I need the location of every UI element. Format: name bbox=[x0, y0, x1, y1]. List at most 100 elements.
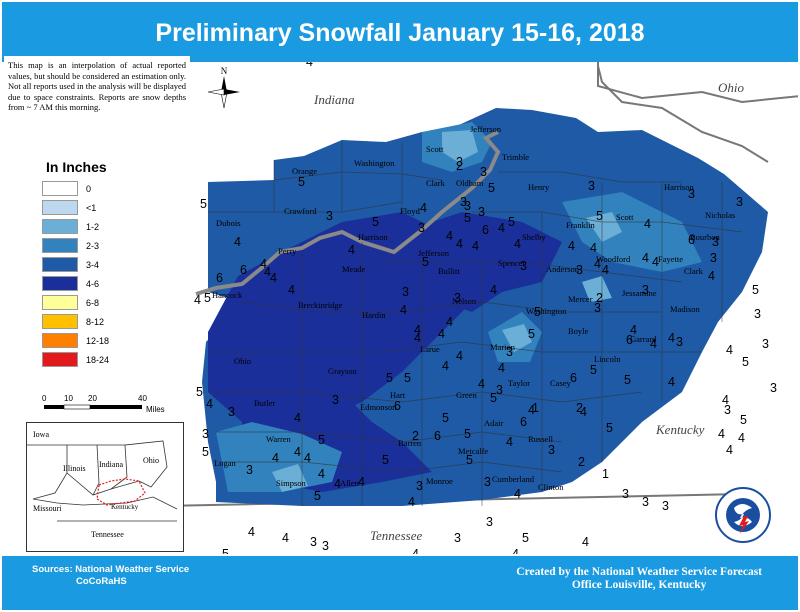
snowfall-amount: 5 bbox=[740, 413, 747, 427]
snowfall-amount: 3 bbox=[710, 251, 717, 265]
state-label-kentucky: Kentucky bbox=[655, 422, 705, 437]
county-label: Orange bbox=[292, 166, 317, 176]
snowfall-amount: 4 bbox=[234, 235, 241, 249]
snowfall-amount: 4 bbox=[498, 361, 505, 375]
county-label: Dubois bbox=[216, 218, 241, 228]
snowfall-amount: 4 bbox=[490, 283, 497, 297]
snowfall-amount: 4 bbox=[358, 475, 365, 489]
county-label: Cumberland bbox=[492, 474, 535, 484]
snowfall-amount: 4 bbox=[294, 445, 301, 459]
county-label: Barren bbox=[398, 438, 422, 448]
snowfall-amount: 4 bbox=[708, 269, 715, 283]
county-label: Green bbox=[456, 390, 478, 400]
county-label: Simpson bbox=[276, 478, 307, 488]
snowfall-amount: 3 bbox=[228, 405, 235, 419]
snowfall-amount: 3 bbox=[418, 221, 425, 235]
snowfall-amount: 2 bbox=[412, 429, 419, 443]
snowfall-amount: 4 bbox=[726, 443, 733, 457]
snowfall-amount: 4 bbox=[420, 201, 427, 215]
region-2-3-south bbox=[216, 422, 342, 492]
snowfall-amount: 6 bbox=[520, 415, 527, 429]
snowfall-amount: 4 bbox=[318, 467, 325, 481]
region-1-2-mercer bbox=[582, 276, 612, 302]
legend-label: 1-2 bbox=[86, 221, 100, 232]
map-title: Preliminary Snowfall January 15-16, 2018 bbox=[2, 2, 798, 62]
county-label: Boyle bbox=[568, 326, 589, 336]
snowfall-amount: 3 bbox=[770, 381, 777, 395]
snowfall-amount: 2 bbox=[578, 455, 585, 469]
county-label: Fayette bbox=[658, 254, 683, 264]
legend-item: 2-3 bbox=[38, 236, 114, 255]
scale-tick-0: 0 bbox=[42, 394, 47, 403]
county-label: Jessamine bbox=[622, 288, 657, 298]
snowfall-amount: 4 bbox=[282, 531, 289, 545]
legend-label: 6-8 bbox=[86, 297, 100, 308]
snowfall-amount: 3 bbox=[576, 263, 583, 277]
legend-item: 0 bbox=[38, 179, 114, 198]
locator-inset-map: Iowa Illinois Indiana Ohio Missouri Kent… bbox=[26, 422, 184, 552]
snowfall-amount: 3 bbox=[202, 427, 209, 441]
legend: In Inches 0 <1 1-2 2-3 3-4 4-6 6-8 8-12 12-18 18-… bbox=[38, 155, 114, 369]
snowfall-amount: 4 bbox=[642, 251, 649, 265]
snowfall-amount: 3 bbox=[642, 283, 649, 297]
snowfall-amount: 4 bbox=[722, 393, 729, 407]
snowfall-amount: 3 bbox=[496, 383, 503, 397]
snowfall-map: Indiana Ohio Kentucky Tennessee Jefferso… bbox=[161, 62, 798, 554]
sources-line-2: CoCoRaHS bbox=[76, 576, 127, 587]
snowfall-amount: 6 bbox=[434, 429, 441, 443]
county-label: Madison bbox=[670, 304, 701, 314]
snowfall-amount: 3 bbox=[322, 539, 329, 553]
county-label: Bourbon bbox=[690, 232, 721, 242]
region-1-2-north bbox=[442, 130, 478, 162]
snowfall-amount: 4 bbox=[478, 377, 485, 391]
state-label-ohio: Ohio bbox=[718, 80, 745, 95]
county-label: Hancock bbox=[212, 290, 243, 300]
snowfall-amount: 3 bbox=[246, 463, 253, 477]
snowfall-amount: 3 bbox=[416, 479, 423, 493]
snowfall-amount: 4 bbox=[726, 343, 733, 357]
snowfall-amount: 3 bbox=[454, 291, 461, 305]
state-label-tennessee: Tennessee bbox=[370, 528, 422, 543]
legend-swatch bbox=[42, 200, 78, 215]
snowfall-amount: 2 bbox=[596, 291, 603, 305]
legend-label: 3-4 bbox=[86, 259, 100, 270]
snowfall-amount: 4 bbox=[414, 331, 421, 345]
inset-label-indiana: Indiana bbox=[99, 460, 123, 469]
credit: Created by the National Weather Service … bbox=[516, 566, 762, 592]
snowfall-amount: 4 bbox=[456, 237, 463, 251]
snowfall-amount: 5 bbox=[624, 373, 631, 387]
snowfall-amount: 3 bbox=[676, 335, 683, 349]
snowfall-amount: 5 bbox=[534, 305, 541, 319]
snowfall-amount: 4 bbox=[580, 405, 587, 419]
snowfall-amount: 4 bbox=[582, 535, 589, 549]
snowfall-amount: 2 bbox=[456, 159, 463, 173]
county-label: Hardin bbox=[362, 310, 386, 320]
legend-label: 18-24 bbox=[86, 354, 110, 365]
snowfall-amount: 4 bbox=[272, 451, 279, 465]
county-label: Floyd bbox=[400, 206, 421, 216]
county-label: Lincoln bbox=[594, 354, 621, 364]
snowfall-amount: 4 bbox=[602, 263, 609, 277]
inset-label-illinois: Illinois bbox=[63, 464, 86, 473]
county-label: Spencer bbox=[498, 258, 526, 268]
county-label: Meade bbox=[342, 264, 365, 274]
snowfall-amount: 4 bbox=[264, 265, 271, 279]
legend-label: 12-18 bbox=[86, 335, 110, 346]
snowfall-amount: 5 bbox=[464, 427, 471, 441]
county-label: Casey bbox=[550, 378, 572, 388]
county-label: Washington bbox=[526, 306, 567, 316]
county-label: Nelson bbox=[452, 296, 477, 306]
region-1-2-southwest bbox=[272, 464, 308, 492]
snowfall-amount: 4 bbox=[652, 255, 659, 269]
legend-label: 4-6 bbox=[86, 278, 100, 289]
legend-swatch bbox=[42, 276, 78, 291]
inset-label-ohio: Ohio bbox=[143, 456, 159, 465]
county-label: Clark bbox=[684, 266, 704, 276]
snowfall-amount: 3 bbox=[456, 155, 463, 169]
footer-bar: Sources: National Weather Service CoCoRa… bbox=[2, 556, 798, 610]
snowfall-amount: 4 bbox=[438, 327, 445, 341]
snowfall-amount: 4 bbox=[446, 315, 453, 329]
snowfall-amount: 6 bbox=[626, 333, 633, 347]
snowfall-amount: 3 bbox=[454, 531, 461, 545]
snowfall-amount: 6 bbox=[240, 263, 247, 277]
